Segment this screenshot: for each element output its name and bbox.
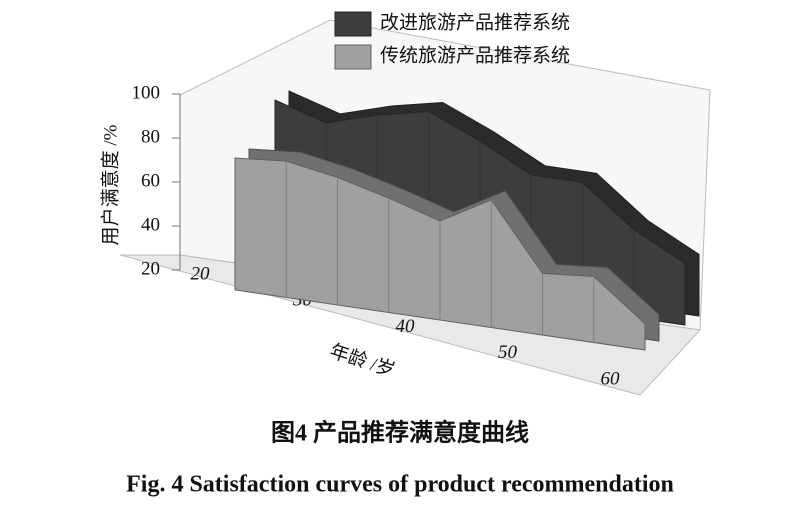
x-tick-label: 40 [396,316,416,337]
y-tick-label: 100 [132,82,161,103]
legend-swatch [334,11,372,37]
x-axis-label: 年龄 /岁 [327,340,398,382]
y-tick-label: 60 [141,170,160,191]
legend-swatch [334,44,372,70]
caption-cn: 图4 产品推荐满意度曲线 [271,419,529,447]
y-tick-label: 80 [141,126,160,147]
legend-label: 传统旅游产品推荐系统 [380,44,570,66]
y-tick-label: 40 [141,214,160,235]
caption-en: Fig. 4 Satisfaction curves of product re… [126,472,674,498]
y-axis-label: 用户满意度 /% [99,124,121,245]
legend-label: 改进旅游产品推荐系统 [380,11,570,33]
y-tick-label: 20 [141,258,160,279]
x-tick-label: 20 [191,263,211,284]
x-tick-label: 50 [498,342,518,363]
x-tick-label: 60 [601,368,621,389]
